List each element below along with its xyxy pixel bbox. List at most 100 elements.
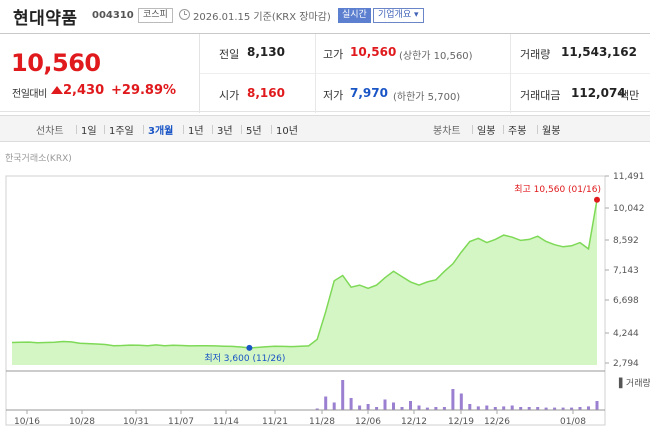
x-tick-label: 11/07 — [168, 417, 194, 427]
volume-bar — [451, 389, 455, 410]
upper-limit: (상한가 10,560) — [399, 51, 473, 62]
market-badge: 코스피 — [138, 8, 173, 23]
change-amount: 2,430 — [63, 83, 105, 98]
y-tick-label: 7,143 — [613, 266, 639, 276]
volume-bar — [425, 407, 429, 410]
volume-bar — [459, 393, 463, 410]
volume-bar — [417, 405, 421, 410]
volume-bar — [553, 407, 557, 410]
tab-weekly-candle[interactable]: 주봉 — [508, 126, 527, 137]
chart-tabs: 선차트 1일 1주일 3개월 1년 3년 5년 10년 봉차트 일봉 주봉 월봉 — [0, 115, 650, 142]
volume-label: 거래량 — [520, 48, 551, 61]
realtime-button[interactable]: 실시간 — [338, 8, 371, 23]
tab-1w[interactable]: 1주일 — [109, 126, 134, 137]
volume-bar — [561, 407, 565, 410]
y-tick-label: 4,244 — [613, 329, 639, 339]
tab-1y[interactable]: 1년 — [188, 126, 204, 137]
x-tick-label: 01/08 — [560, 417, 586, 427]
change-label: 전일대비 — [12, 89, 47, 100]
line-chart-label: 선차트 — [36, 126, 64, 137]
low-label: 저가 — [323, 89, 344, 102]
y-tick-label: 2,794 — [613, 359, 639, 369]
stock-name: 현대약품 — [13, 9, 78, 29]
prev-close-label: 전일 — [219, 48, 240, 61]
amount-value: 112,074 — [571, 86, 626, 100]
stock-code: 004310 — [92, 10, 134, 21]
data-source: 한국거래소(KRX) — [5, 154, 72, 164]
volume-bar — [324, 396, 328, 410]
volume-bar — [400, 407, 404, 410]
up-arrow-icon — [51, 86, 63, 94]
high-label: 고가 — [323, 48, 344, 61]
volume-bar — [434, 407, 438, 410]
volume-bar — [409, 401, 412, 410]
y-tick-label: 10,042 — [613, 204, 645, 214]
tab-3m[interactable]: 3개월 — [148, 126, 174, 137]
tab-5y[interactable]: 5년 — [246, 126, 262, 137]
volume-bar — [587, 406, 590, 410]
x-tick-label: 12/12 — [401, 417, 427, 427]
volume-bar — [544, 407, 548, 410]
y-tick-label: 8,592 — [613, 236, 639, 246]
open-value: 8,160 — [247, 86, 285, 100]
x-tick-label: 11/14 — [213, 417, 239, 427]
volume-bar — [510, 405, 514, 410]
date-text: 2026.01.15 기준(KRX 장마감) — [193, 12, 331, 23]
volume-bar — [578, 407, 582, 410]
price-line — [11, 199, 598, 349]
x-tick-label: 10/16 — [14, 417, 40, 427]
volume-bar — [332, 402, 336, 410]
y-tick-label: 11,491 — [613, 172, 645, 182]
x-tick-label: 11/28 — [309, 417, 335, 427]
volume-bar — [485, 405, 489, 410]
candle-chart-label: 봉차트 — [433, 126, 461, 137]
tab-daily-candle[interactable]: 일봉 — [477, 126, 496, 137]
lower-limit: (하한가 5,700) — [393, 92, 461, 103]
x-tick-label: 12/19 — [448, 417, 474, 427]
company-overview-dropdown[interactable]: 기업개요 ▾ — [373, 8, 424, 23]
tab-10y[interactable]: 10년 — [276, 126, 298, 137]
x-tick-label: 10/31 — [123, 417, 149, 427]
price-summary: 10,560 전일대비 2,430 +29.89% 전일 8,130 고가 10… — [0, 33, 650, 113]
low-marker — [246, 344, 253, 351]
volume-bar — [315, 408, 319, 410]
tab-3y[interactable]: 3년 — [217, 126, 233, 137]
price-area — [12, 199, 597, 365]
volume-bar — [366, 404, 370, 410]
volume-bar — [358, 405, 362, 410]
tab-monthly-candle[interactable]: 월봉 — [542, 126, 561, 137]
volume-bar — [502, 406, 506, 410]
tab-1d[interactable]: 1일 — [81, 126, 97, 137]
volume-bar — [476, 406, 480, 410]
amount-unit: 백만 — [619, 89, 640, 102]
amount-label: 거래대금 — [520, 89, 561, 102]
high-annotation: 최고 10,560 (01/16) — [514, 184, 601, 195]
current-price: 10,560 — [11, 49, 101, 77]
low-value: 7,970 — [350, 86, 388, 100]
volume-bar — [375, 407, 379, 410]
volume-value: 11,543,162 — [561, 45, 637, 59]
open-label: 시가 — [219, 89, 240, 102]
volume-bar — [536, 407, 540, 410]
prev-close-value: 8,130 — [247, 45, 285, 59]
volume-bar — [349, 398, 353, 410]
current-price-panel: 10,560 전일대비 2,430 +29.89% — [0, 34, 200, 113]
x-tick-label: 10/28 — [69, 417, 95, 427]
low-annotation: 최저 3,600 (11/26) — [204, 353, 285, 364]
price-chart: 11,491 10,042 8,592 7,143 6,698 4,244 2,794 10… — [5, 172, 650, 427]
x-tick-label: 12/06 — [355, 417, 381, 427]
x-tick-label: 11/21 — [262, 417, 288, 427]
volume-bar — [527, 407, 531, 410]
clock-icon — [179, 9, 190, 20]
volume-bar — [383, 399, 387, 410]
volume-bar — [392, 402, 395, 410]
volume-bar — [442, 407, 446, 410]
y-tick-label: 6,698 — [613, 296, 639, 306]
high-value: 10,560 — [350, 45, 397, 59]
stock-header: 현대약품 004310 코스피 2026.01.15 기준(KRX 장마감) 실… — [0, 0, 650, 30]
volume-bar — [570, 407, 574, 410]
volume-bar — [493, 407, 497, 410]
volume-bar — [468, 404, 472, 410]
volume-label: ▌거래량 — [618, 377, 650, 389]
volume-bar — [595, 401, 599, 410]
